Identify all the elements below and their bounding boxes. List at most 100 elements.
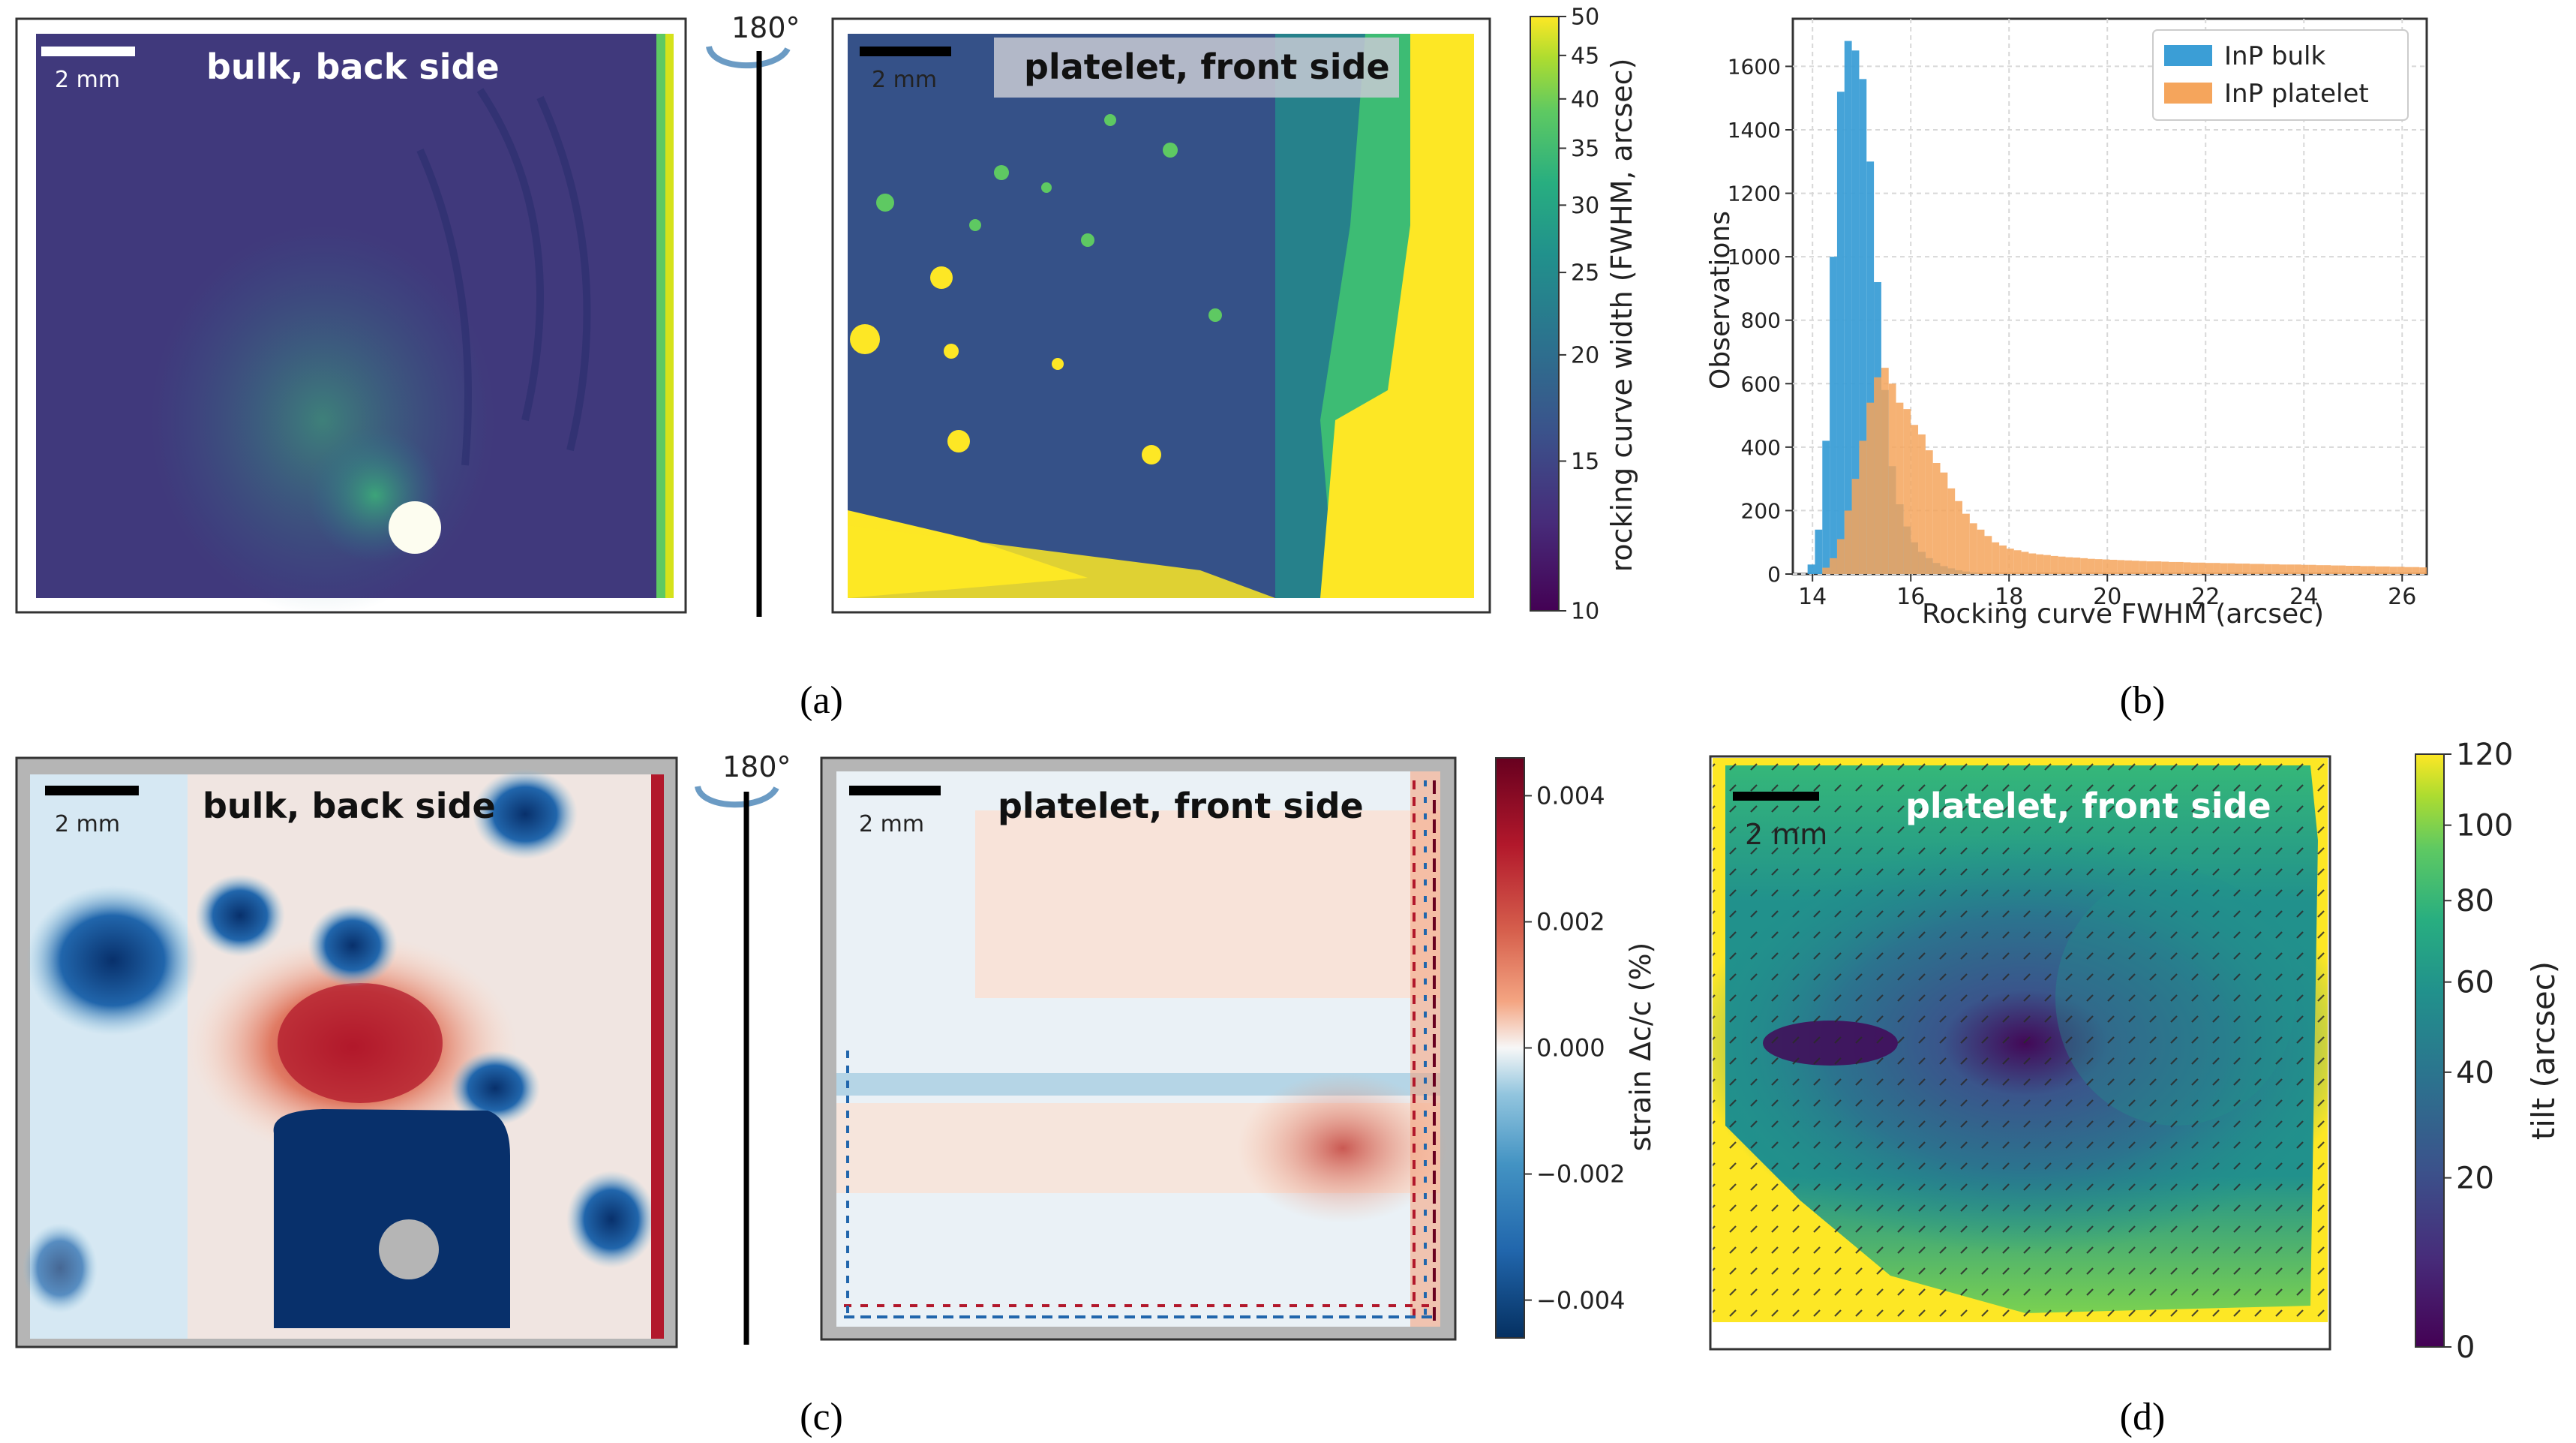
histogram-y-tick-label: 1400: [1728, 118, 1781, 143]
histogram-y-tick-label: 200: [1741, 498, 1781, 523]
histogram-bar-platelet: [2094, 559, 2103, 574]
scale-label: 2 mm: [859, 811, 924, 837]
histogram-x-tick-label: 26: [2388, 584, 2416, 610]
panel-b-histogram: 14 16 18 20 22 24 26 0 200 400 600 800 1000 1200 1400 1…: [1705, 17, 2428, 630]
histogram-bar-platelet: [1955, 501, 1962, 574]
colorbar-d-tick-label: 0: [2456, 1330, 2475, 1365]
colorbar-d-label: tilt (arcsec): [2525, 961, 2562, 1140]
histogram-bar-platelet: [2412, 567, 2420, 574]
rotate-arrow-icon: [706, 45, 791, 69]
colorbar-d-tick-label: 120: [2456, 738, 2513, 772]
histogram-bar-bulk: [1851, 50, 1860, 575]
colorbar-d-tick-label: 20: [2456, 1162, 2494, 1196]
histogram-bar-platelet: [1911, 425, 1919, 574]
colorbar-a-tick-label: 50: [1571, 5, 1599, 31]
histogram-y-tick-label: 1000: [1728, 245, 1781, 269]
histogram-bar-platelet: [2419, 567, 2427, 574]
histogram-y-tick-label: 0: [1767, 562, 1781, 587]
histogram-bar-platelet: [2323, 565, 2331, 574]
histogram-bar-platelet: [1992, 542, 2000, 574]
histogram-bar-platelet: [1859, 440, 1867, 574]
histogram-bar-platelet: [2286, 564, 2295, 574]
scale-bar-a-right: [860, 47, 951, 56]
histogram-bar-platelet: [1888, 383, 1896, 574]
histogram-y-tick-label: 400: [1741, 435, 1781, 460]
histogram-bar-platelet: [2006, 549, 2014, 574]
colorbar-a-tick-label: 15: [1571, 449, 1599, 475]
panel-a-platelet-map: 2 mm platelet, front side: [831, 17, 1491, 614]
histogram-bar-platelet: [2050, 555, 2058, 574]
histogram-bar-platelet: [1896, 402, 1904, 574]
histogram-bar-bulk: [1844, 41, 1852, 575]
colorbar-a-tick-label: 10: [1571, 599, 1599, 625]
histogram-bar-platelet: [2198, 562, 2206, 574]
histogram-bar-platelet: [2109, 559, 2118, 574]
colorbar-a-tick-label: 25: [1571, 260, 1599, 287]
scale-label: 2 mm: [55, 67, 120, 93]
legend-swatch-bulk: [2164, 45, 2212, 66]
histogram-bar-platelet: [2058, 556, 2066, 574]
caption-a: (a): [800, 679, 843, 722]
histogram-bar-platelet: [2301, 564, 2309, 574]
colorbar-a-label: rocking curve width (FWHM, arcsec): [1605, 59, 1638, 573]
colorbar-c-tick-label: 0.002: [1536, 908, 1605, 936]
histogram-bar-platelet: [2080, 558, 2088, 574]
colorbar-d-tick-label: 100: [2456, 809, 2513, 843]
histogram-bar-bulk: [1822, 440, 1830, 574]
histogram-bar-platelet: [1969, 523, 1977, 574]
histogram-bar-platelet: [2220, 563, 2228, 574]
histogram-bar-platelet: [1844, 510, 1852, 574]
histogram-bar-platelet: [1881, 368, 1889, 574]
histogram-bar-platelet: [2154, 561, 2162, 574]
histogram-bar-platelet: [2352, 566, 2361, 574]
colorbar-d-tick-label: 80: [2456, 884, 2494, 918]
scale-label: 2 mm: [1745, 818, 1827, 851]
histogram-bar-platelet: [1947, 488, 1956, 574]
histogram-bar-bulk: [1807, 564, 1815, 574]
histogram-bar-platelet: [1836, 539, 1845, 574]
panel-a-right-title: platelet, front side: [1024, 47, 1390, 87]
histogram-bar-platelet: [2227, 563, 2235, 574]
histogram-y-tick-label: 1600: [1728, 54, 1781, 79]
histogram-bar-platelet: [1918, 434, 1926, 574]
histogram-bar-platelet: [1874, 377, 1881, 574]
histogram-bar-platelet: [2345, 566, 2353, 574]
histogram-bar-platelet: [2102, 559, 2110, 574]
histogram-bar-platelet: [2308, 564, 2316, 574]
histogram-bar-platelet: [2279, 564, 2287, 574]
panel-d-title: platelet, front side: [1905, 786, 2271, 826]
histogram-bar-bulk: [1815, 529, 1823, 574]
histogram-bar-platelet: [2250, 564, 2258, 574]
histogram-x-tick-label: 16: [1896, 584, 1925, 610]
histogram-bar-bulk: [1830, 257, 1837, 574]
histogram-bar-platelet: [2088, 558, 2095, 574]
histogram-bar-platelet: [2073, 558, 2081, 574]
histogram-bar-platelet: [1866, 402, 1875, 574]
histogram-bar-platelet: [2013, 550, 2022, 574]
colorbar-c-tick-label: 0.004: [1536, 782, 1605, 810]
histogram-bar-platelet: [2235, 564, 2243, 574]
rotation-indicator-a: 180°: [706, 11, 800, 617]
histogram-bar-platelet: [2131, 561, 2139, 574]
scale-bar-c-right: [849, 786, 941, 795]
histogram-legend: InP bulk InP platelet: [2152, 29, 2409, 121]
histogram-bar-platelet: [2021, 552, 2029, 574]
histogram-bar-platelet: [2043, 555, 2051, 574]
histogram-bar-platelet: [1903, 409, 1911, 574]
legend-label-platelet: InP platelet: [2224, 79, 2369, 109]
rotation-label: 180°: [722, 750, 791, 783]
rotation-indicator-c: 180°: [695, 750, 791, 1345]
colorbar-c-tick-label: −0.004: [1536, 1286, 1625, 1315]
histogram-bar-platelet: [2205, 563, 2214, 574]
colorbar-a-tick-label: 30: [1571, 193, 1599, 219]
scale-bar-d: [1733, 792, 1819, 801]
colorbar-c-label: strain Δc/c (%): [1624, 942, 1657, 1152]
histogram-x-tick-label: 22: [2191, 584, 2220, 610]
histogram-bar-platelet: [1830, 558, 1837, 574]
histogram-bar-platelet: [2404, 567, 2412, 574]
colorbar-a-tick-label: 35: [1571, 136, 1599, 162]
histogram-bar-platelet: [2316, 565, 2324, 574]
histogram-bar-platelet: [1925, 450, 1933, 574]
histogram-bar-platelet: [2175, 561, 2184, 574]
